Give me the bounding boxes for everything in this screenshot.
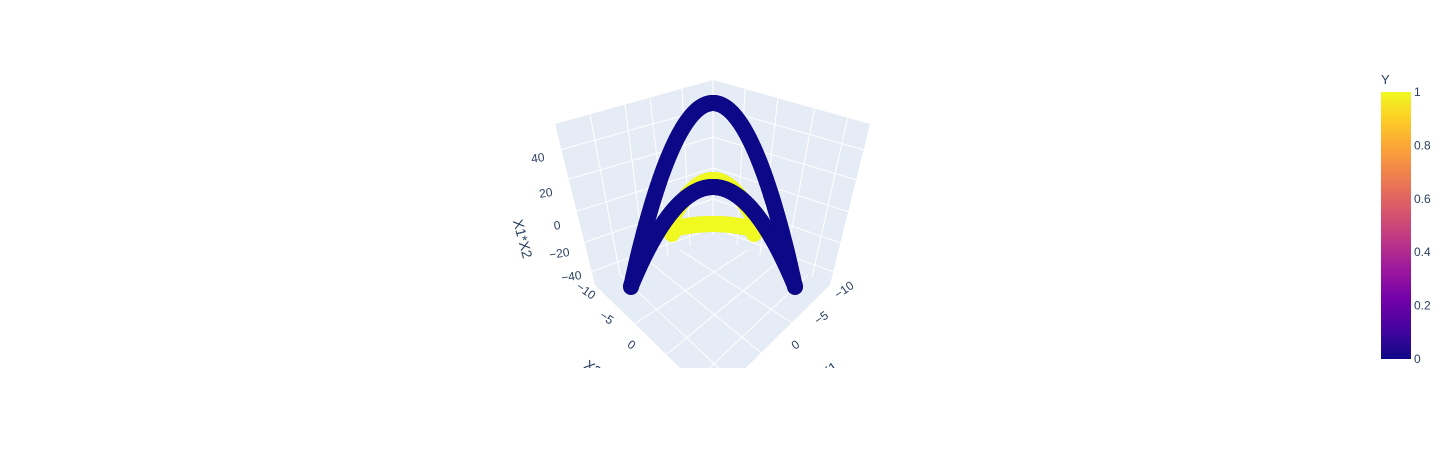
z-tick-20: 20 (538, 185, 553, 201)
colorbar-title: Y (1381, 72, 1390, 87)
colorbar-tick: 0 (1414, 352, 1421, 366)
scatter-point (787, 278, 803, 294)
z-axis-title: X1*X2 (510, 217, 536, 260)
series-y1-points (661, 172, 765, 242)
x1-tick-neg10: −10 (832, 278, 857, 301)
z-tick-40: 40 (530, 150, 545, 166)
z-axis-ticks: 40 20 0 −20 −40 (530, 150, 582, 285)
x2-axis-title: X2 (581, 356, 604, 379)
x2-tick-neg5: −5 (597, 308, 617, 328)
colorbar-tick: 1 (1414, 85, 1421, 99)
x1-tick-0: 0 (789, 337, 803, 352)
colorbar: Y 0 0.2 0.4 0.6 0.8 1 (1381, 72, 1431, 366)
colorbar-tick: 0.8 (1414, 138, 1431, 152)
colorbar-tick: 0.2 (1414, 299, 1431, 313)
series-y0-front-points (623, 179, 803, 294)
colorbar-tick: 0.6 (1414, 192, 1431, 206)
z-tick-0: 0 (553, 218, 562, 233)
colorbar-gradient (1381, 92, 1411, 359)
x2-tick-0: 0 (625, 337, 639, 352)
z-tick-neg20: −20 (548, 245, 570, 262)
z-tick-neg40: −40 (560, 268, 582, 285)
x1-axis-title: X1 (818, 358, 841, 381)
x1-tick-neg5: −5 (812, 308, 832, 328)
colorbar-tick: 0.4 (1414, 245, 1431, 259)
